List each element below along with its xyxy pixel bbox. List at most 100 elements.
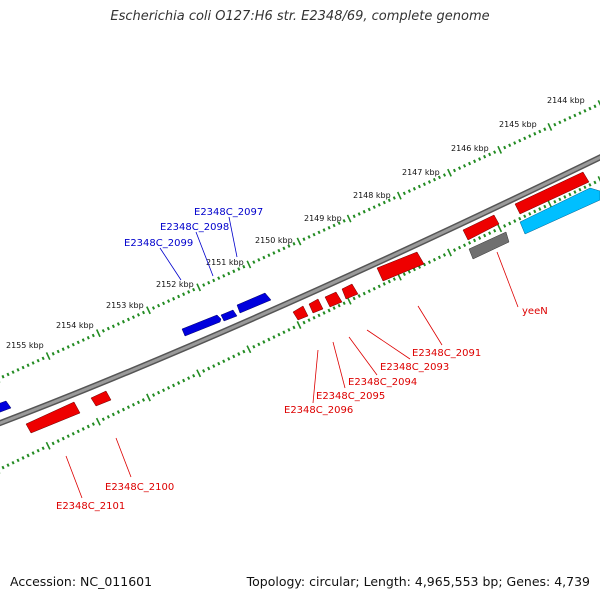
major-tick bbox=[547, 122, 553, 131]
gene-arrow[interactable] bbox=[25, 401, 81, 434]
minor-tick bbox=[287, 244, 291, 248]
feature-genes bbox=[468, 187, 600, 260]
minor-tick bbox=[553, 199, 557, 204]
minor-tick bbox=[111, 324, 115, 329]
minor-tick bbox=[558, 120, 562, 125]
gene-arrow[interactable] bbox=[181, 314, 222, 337]
minor-tick bbox=[457, 166, 462, 170]
major-tick bbox=[45, 441, 51, 450]
minor-tick bbox=[1, 465, 5, 470]
minor-tick bbox=[116, 410, 120, 414]
minor-tick bbox=[182, 378, 186, 383]
minor-tick bbox=[427, 260, 432, 264]
gene-label: E2348C_2091 bbox=[412, 348, 481, 359]
minor-tick bbox=[6, 463, 10, 467]
minor-tick bbox=[227, 271, 231, 276]
major-tick bbox=[547, 200, 553, 209]
minor-tick bbox=[452, 168, 457, 173]
leader-line bbox=[159, 247, 182, 281]
minor-tick bbox=[533, 209, 537, 214]
gene-arrow[interactable] bbox=[220, 309, 238, 322]
accession-label: Accession: NC_011601 bbox=[10, 574, 153, 589]
gene-arrow[interactable] bbox=[236, 292, 272, 314]
minor-tick bbox=[161, 388, 166, 393]
minor-tick bbox=[307, 235, 311, 239]
minor-tick bbox=[16, 458, 20, 463]
gene-label: E2348C_2097 bbox=[194, 207, 263, 218]
scale-label: 2154 kbp bbox=[56, 321, 94, 330]
minor-tick bbox=[252, 344, 256, 349]
gene-arrow[interactable] bbox=[308, 298, 324, 314]
minor-tick bbox=[182, 292, 186, 296]
plus-strand-genes bbox=[0, 292, 272, 414]
minor-tick bbox=[332, 306, 336, 310]
minor-tick bbox=[533, 132, 537, 136]
minor-tick bbox=[538, 207, 542, 211]
minor-tick bbox=[518, 216, 522, 221]
gene-label: E2348C_2099 bbox=[124, 238, 193, 249]
gene-arrow[interactable] bbox=[376, 251, 425, 282]
minor-tick bbox=[588, 106, 592, 111]
minor-tick bbox=[202, 283, 206, 287]
gene-arrow[interactable] bbox=[90, 390, 112, 407]
minor-tick bbox=[131, 402, 136, 407]
minor-tick bbox=[307, 318, 311, 322]
minor-tick bbox=[292, 242, 296, 246]
minor-tick bbox=[342, 301, 346, 306]
minor-tick bbox=[412, 267, 416, 272]
minor-tick bbox=[227, 357, 231, 361]
other-gene-arrow[interactable] bbox=[468, 231, 510, 260]
minor-tick bbox=[126, 405, 131, 409]
minor-tick bbox=[322, 311, 326, 315]
gene-arrow[interactable] bbox=[324, 291, 343, 308]
minor-tick bbox=[478, 236, 482, 240]
gene-arrow[interactable] bbox=[0, 400, 12, 414]
minor-tick bbox=[528, 212, 532, 216]
minor-tick bbox=[51, 441, 55, 446]
minor-tick bbox=[382, 282, 386, 286]
scale-label: 2145 kbp bbox=[499, 120, 537, 129]
minor-tick bbox=[407, 189, 411, 193]
minor-tick bbox=[302, 237, 306, 241]
minor-tick bbox=[518, 138, 522, 143]
minor-tick bbox=[583, 109, 587, 113]
gene-arrow[interactable] bbox=[514, 171, 590, 215]
minor-tick bbox=[237, 267, 241, 271]
major-tick bbox=[346, 214, 352, 223]
minor-tick bbox=[262, 255, 266, 260]
minor-tick bbox=[563, 195, 567, 199]
genome-backbone bbox=[0, 154, 600, 427]
minor-tick bbox=[568, 192, 572, 197]
leader-line bbox=[348, 336, 378, 376]
minor-tick bbox=[337, 303, 341, 308]
minor-tick bbox=[337, 221, 341, 225]
major-tick bbox=[246, 345, 252, 354]
gene-arrow[interactable] bbox=[292, 305, 309, 321]
minus-strand-genes bbox=[25, 171, 590, 434]
minor-tick bbox=[91, 333, 95, 338]
leader-line bbox=[312, 349, 319, 404]
major-tick bbox=[497, 145, 503, 154]
minor-tick bbox=[207, 280, 211, 285]
minor-tick bbox=[222, 274, 226, 278]
minor-tick bbox=[177, 381, 181, 385]
minor-tick bbox=[467, 161, 472, 166]
minor-tick bbox=[161, 301, 166, 306]
minor-tick bbox=[136, 400, 141, 405]
minor-tick bbox=[192, 287, 196, 292]
rna-gene-arrow[interactable] bbox=[519, 187, 600, 235]
minor-tick bbox=[76, 340, 80, 345]
minor-tick bbox=[523, 136, 527, 141]
minus-gene-labels: yeeN E2348C_2091 E2348C_2093 E2348C_2094… bbox=[56, 306, 548, 512]
major-tick bbox=[396, 191, 402, 200]
minor-tick bbox=[407, 270, 411, 274]
minor-tick bbox=[207, 366, 211, 371]
minor-tick bbox=[217, 276, 221, 280]
minor-tick bbox=[478, 157, 482, 161]
gene-arrow[interactable] bbox=[462, 214, 500, 241]
gene-label: E2348C_2093 bbox=[380, 362, 449, 373]
minor-tick bbox=[462, 243, 467, 248]
gene-arrow[interactable] bbox=[341, 283, 359, 300]
minor-tick bbox=[452, 248, 457, 252]
minor-tick bbox=[382, 200, 386, 205]
